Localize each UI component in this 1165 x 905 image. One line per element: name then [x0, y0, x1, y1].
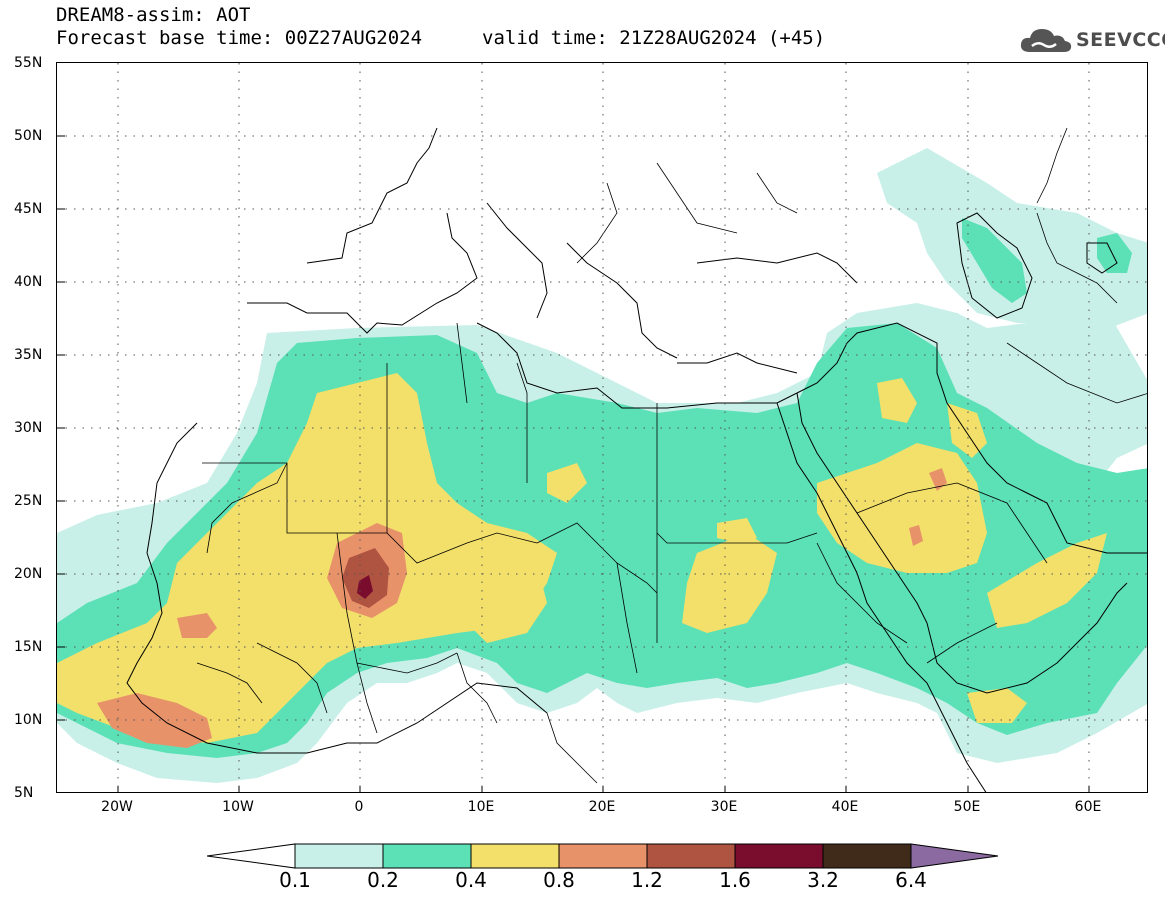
colorbar-bin-3-2 [822, 843, 912, 869]
colorbar-bin-1-2 [646, 843, 736, 869]
lon-label-10w: 10W [222, 799, 254, 815]
lat-label-50n: 50N [14, 128, 43, 144]
lat-label-30n: 30N [14, 420, 43, 436]
country-borders [196, 127, 1147, 784]
aot-contour-0-8-arabia-n [929, 468, 947, 491]
colorbar-high-arrow [910, 843, 999, 869]
lon-label-0: 0 [354, 799, 364, 815]
graticule [57, 63, 1147, 792]
colorbar-label-1-6: 1.6 [719, 868, 751, 892]
colorbar-label-3-2: 3.2 [807, 868, 839, 892]
colorbar-label-0-4: 0.4 [455, 868, 487, 892]
aot-contour-0-4-egypt [682, 533, 777, 633]
axis-ticks [57, 135, 1090, 792]
aot-contour-0-1-caspian [877, 148, 1147, 333]
aot-contour-0-4-gulf [947, 403, 987, 458]
aot-field [57, 63, 1147, 792]
aot-contour-1-6 [357, 575, 373, 599]
aot-contour-0-4-oman [987, 533, 1107, 628]
lon-label-50e: 50E [953, 799, 981, 815]
valid-time: valid time: 21Z28AUG2024 (+45) [482, 27, 826, 49]
forecast-base-time: Forecast base time: 00Z27AUG2024 [56, 27, 423, 49]
colorbar-label-6-4: 6.4 [895, 868, 927, 892]
lat-label-10n: 10N [14, 712, 43, 728]
lat-label-35n: 35N [14, 347, 43, 363]
lon-label-30e: 30E [710, 799, 738, 815]
lat-label-45n: 45N [14, 201, 43, 217]
colorbar-label-0-8: 0.8 [543, 868, 575, 892]
colorbar-low-arrow [207, 843, 296, 869]
coastlines [126, 127, 1147, 792]
aot-contour-0-4-libya [547, 463, 587, 503]
lon-label-20e: 20E [588, 799, 616, 815]
aot-contour-0-8-guinea [97, 693, 212, 748]
lon-label-60e: 60E [1074, 799, 1102, 815]
colorbar-bin-1-6 [734, 843, 824, 869]
cloud-icon [1020, 29, 1072, 52]
seevccc-logo: SEEVCCC [1018, 24, 1165, 58]
lat-label-5n: 5N [14, 785, 34, 801]
aot-contour-0-2-caspian [962, 218, 1027, 303]
colorbar-label-0-1: 0.1 [279, 868, 311, 892]
lat-label-15n: 15N [14, 639, 43, 655]
aot-map [56, 62, 1148, 793]
aot-contour-0-4-yemen [967, 688, 1027, 723]
lat-label-55n: 55N [14, 55, 43, 71]
aot-contour-0-4-sudan [717, 518, 757, 543]
aot-contour-0-4-west-africa [57, 373, 557, 743]
lat-label-25n: 25N [14, 493, 43, 509]
map-title: DREAM8-assim: AOT [56, 4, 251, 26]
lat-label-40n: 40N [14, 274, 43, 290]
colorbar-bin-0-4 [470, 843, 560, 869]
aot-contour-0-4-sahel-east [457, 533, 547, 643]
lon-label-20w: 20W [101, 799, 133, 815]
colorbar-label-1-2: 1.2 [631, 868, 663, 892]
colorbar-bin-0-8 [558, 843, 648, 869]
aot-contour-0-8-arabia-s [909, 525, 923, 546]
colorbar-bin-0-1 [294, 843, 384, 869]
colorbar-label-0-2: 0.2 [367, 868, 399, 892]
logo-text: SEEVCCC [1076, 29, 1165, 51]
aot-contour-0-8-senegal [177, 613, 217, 638]
aot-contour-0-4-iraq [877, 378, 917, 423]
lat-label-20n: 20N [14, 566, 43, 582]
colorbar-bin-0-2 [382, 843, 472, 869]
lon-label-40e: 40E [831, 799, 859, 815]
lon-label-10e: 10E [467, 799, 495, 815]
colorbar [207, 843, 999, 869]
